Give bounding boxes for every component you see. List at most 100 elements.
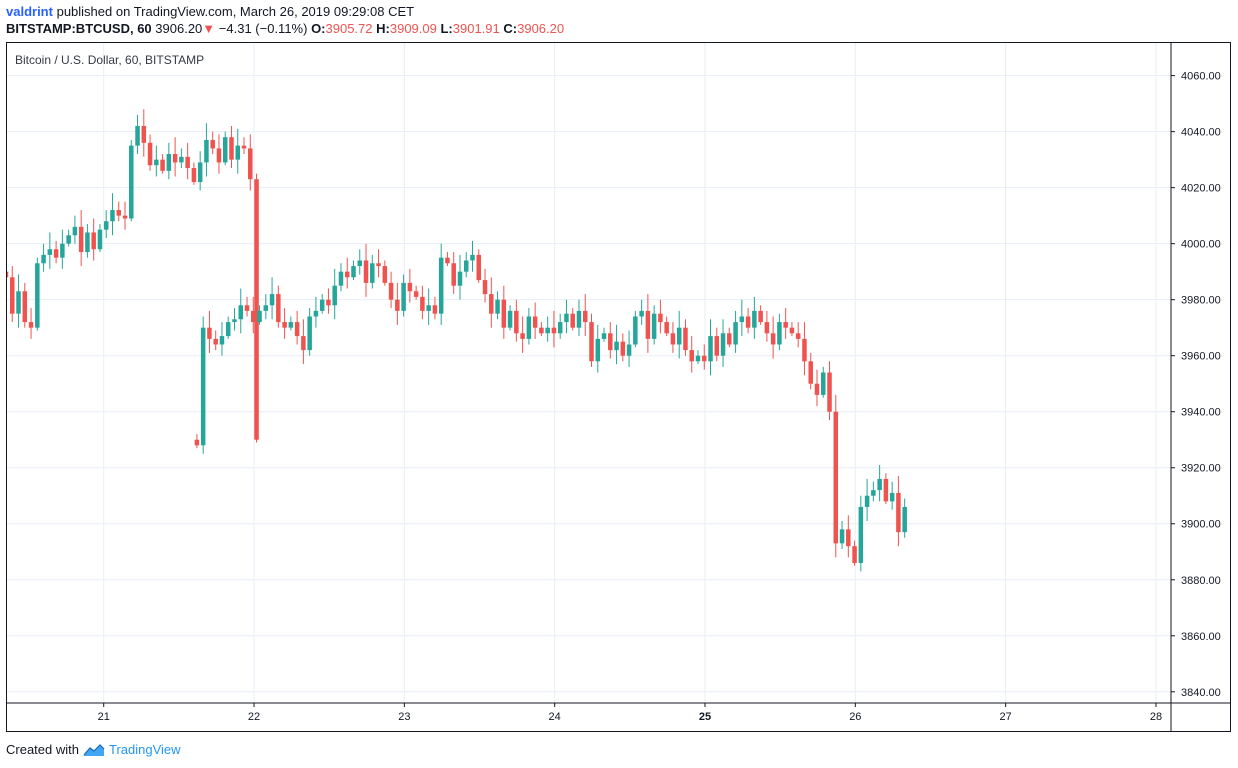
candle-down[interactable] xyxy=(701,344,707,370)
candle-up[interactable] xyxy=(864,478,870,521)
candle-up[interactable] xyxy=(470,240,475,272)
candle-down[interactable] xyxy=(194,434,200,449)
candle-down[interactable] xyxy=(670,322,676,353)
candle-up[interactable] xyxy=(438,243,444,325)
candle-up[interactable] xyxy=(41,243,46,272)
candle-down[interactable] xyxy=(645,294,651,353)
candle-down[interactable] xyxy=(783,308,788,339)
candle-down[interactable] xyxy=(451,252,456,295)
candle-up[interactable] xyxy=(232,308,237,331)
candle-down[interactable] xyxy=(191,162,197,185)
candle-up[interactable] xyxy=(651,305,657,345)
candle-down[interactable] xyxy=(764,310,770,342)
candle-up[interactable] xyxy=(238,288,244,334)
candle-up[interactable] xyxy=(463,252,469,278)
candle-down[interactable] xyxy=(326,288,331,314)
candle-up[interactable] xyxy=(595,324,601,373)
candle-down[interactable] xyxy=(282,308,287,339)
candle-down[interactable] xyxy=(727,327,732,348)
candle-down[interactable] xyxy=(28,308,34,339)
candle-up[interactable] xyxy=(97,224,103,253)
candle-down[interactable] xyxy=(301,319,306,365)
candle-up[interactable] xyxy=(129,140,134,222)
candle-down[interactable] xyxy=(122,201,128,230)
candle-up[interactable] xyxy=(110,193,115,236)
candle-up[interactable] xyxy=(877,464,882,502)
candle-up[interactable] xyxy=(66,229,71,247)
candle-up[interactable] xyxy=(708,319,713,376)
candle-down[interactable] xyxy=(539,322,544,337)
candle-up[interactable] xyxy=(507,305,513,331)
chart-frame[interactable]: 3840.00 3860.00 3880.00 3900.00 3920.00 3940.… xyxy=(6,42,1231,732)
candle-up[interactable] xyxy=(338,263,344,292)
candle-down[interactable] xyxy=(758,305,763,325)
candle-up[interactable] xyxy=(526,308,532,345)
candle-up[interactable] xyxy=(235,128,241,174)
candle-down[interactable] xyxy=(852,540,857,566)
candle-up[interactable] xyxy=(639,299,644,325)
candle-down[interactable] xyxy=(244,296,250,317)
candle-down[interactable] xyxy=(160,154,165,174)
candle-down[interactable] xyxy=(185,142,190,180)
candle-up[interactable] xyxy=(269,277,275,320)
candle-up[interactable] xyxy=(457,254,463,300)
candle-down[interactable] xyxy=(846,515,851,558)
candle-up[interactable] xyxy=(370,254,375,289)
candle-down[interactable] xyxy=(78,210,84,267)
candle-down[interactable] xyxy=(570,308,575,331)
tradingview-brand-link[interactable]: TradingView xyxy=(108,742,181,757)
candle-down[interactable] xyxy=(395,282,400,325)
candlestick-chart[interactable]: 3840.00 3860.00 3880.00 3900.00 3920.00 3940.… xyxy=(6,42,1231,732)
candle-up[interactable] xyxy=(204,123,209,177)
candle-up[interactable] xyxy=(16,274,21,328)
candle-up[interactable] xyxy=(35,257,40,331)
candle-up[interactable] xyxy=(557,313,563,339)
candle-down[interactable] xyxy=(407,268,413,303)
candle-down[interactable] xyxy=(210,131,215,155)
candle-down[interactable] xyxy=(683,319,688,356)
candle-down[interactable] xyxy=(745,308,751,334)
candle-down[interactable] xyxy=(276,285,281,328)
candle-down[interactable] xyxy=(248,134,253,191)
candle-up[interactable] xyxy=(288,316,294,331)
candle-up[interactable] xyxy=(733,310,738,353)
candle-up[interactable] xyxy=(313,296,319,328)
candle-down[interactable] xyxy=(795,322,801,348)
candle-down[interactable] xyxy=(294,310,300,345)
candle-down[interactable] xyxy=(883,473,889,505)
candle-up[interactable] xyxy=(495,291,500,320)
candle-up[interactable] xyxy=(135,114,140,155)
candle-up[interactable] xyxy=(576,299,582,337)
candle-up[interactable] xyxy=(564,299,569,334)
candle-up[interactable] xyxy=(319,294,325,314)
candle-up[interactable] xyxy=(222,131,228,166)
candle-down[interactable] xyxy=(808,352,813,390)
candle-down[interactable] xyxy=(489,277,494,328)
candle-down[interactable] xyxy=(770,316,776,359)
candle-up[interactable] xyxy=(871,481,876,502)
candle-up[interactable] xyxy=(820,366,826,398)
candle-up[interactable] xyxy=(695,350,701,365)
time-axis[interactable]: 21 22 23 24 25 26 27 28 xyxy=(98,703,1163,723)
candle-down[interactable] xyxy=(344,257,350,289)
candle-down[interactable] xyxy=(420,285,425,320)
candle-up[interactable] xyxy=(633,310,638,348)
candle-down[interactable] xyxy=(213,330,218,351)
candle-up[interactable] xyxy=(166,142,172,180)
candle-up[interactable] xyxy=(902,498,907,538)
author-link[interactable]: valdrint xyxy=(6,4,53,19)
candle-down[interactable] xyxy=(254,173,259,443)
candle-up[interactable] xyxy=(752,296,757,339)
candle-down[interactable] xyxy=(241,137,247,155)
candle-down[interactable] xyxy=(514,299,519,342)
candle-up[interactable] xyxy=(889,481,895,510)
candle-down[interactable] xyxy=(714,327,720,362)
candle-down[interactable] xyxy=(501,285,507,339)
candle-down[interactable] xyxy=(608,322,613,359)
candle-up[interactable] xyxy=(357,249,363,275)
candle-down[interactable] xyxy=(789,322,795,337)
candle-up[interactable] xyxy=(839,520,845,549)
candle-down[interactable] xyxy=(582,294,588,337)
candle-down[interactable] xyxy=(229,126,234,169)
candle-down[interactable] xyxy=(22,282,28,328)
